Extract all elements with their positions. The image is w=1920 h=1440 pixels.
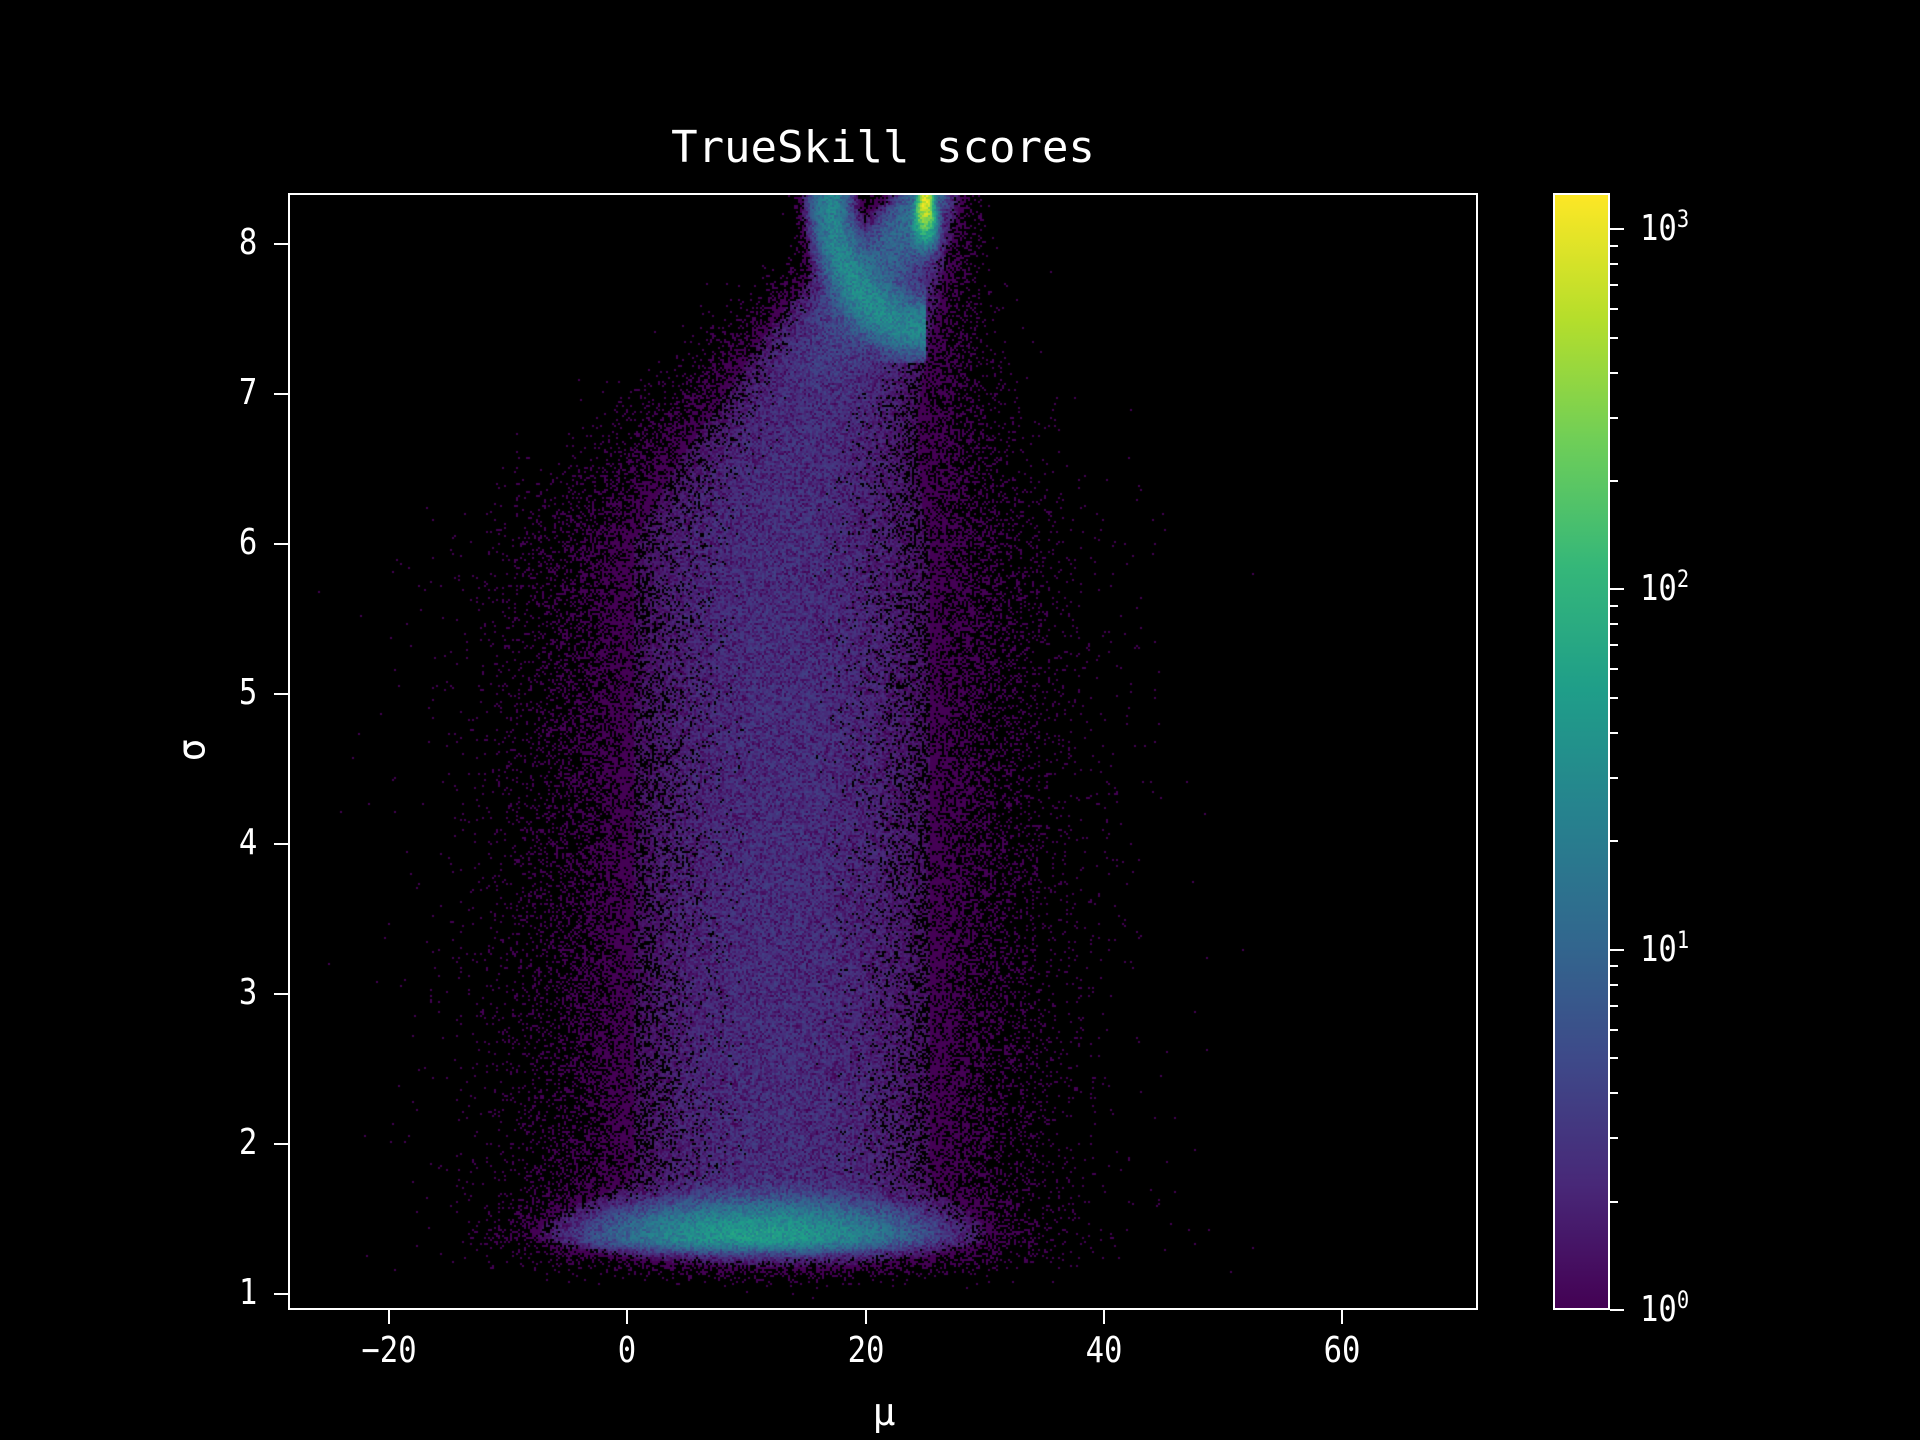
colorbar-minor-tick — [1610, 604, 1618, 607]
tick-base: 10 — [1640, 1289, 1677, 1330]
x-axis-label: μ — [872, 1390, 896, 1434]
colorbar-tick-label: 101 — [1640, 926, 1689, 970]
colorbar-tick-label: 103 — [1640, 205, 1689, 249]
x-tick-label: 20 — [847, 1330, 885, 1371]
colorbar-minor-tick — [1610, 731, 1618, 734]
y-tick — [274, 242, 288, 245]
x-tick — [626, 1310, 629, 1324]
tick-base: 10 — [1640, 568, 1677, 610]
colorbar-minor-tick — [1610, 479, 1618, 482]
x-tick — [864, 1310, 867, 1324]
tick-base: 10 — [1640, 928, 1677, 970]
y-tick — [274, 1142, 288, 1145]
y-tick — [274, 1292, 288, 1295]
colorbar-tick-label: 102 — [1640, 565, 1689, 609]
y-tick — [274, 992, 288, 995]
colorbar-minor-tick — [1610, 371, 1618, 374]
colorbar-minor-tick — [1610, 1092, 1618, 1095]
colorbar-major-tick — [1610, 1309, 1624, 1311]
colorbar-minor-tick — [1610, 416, 1618, 419]
colorbar-minor-tick — [1610, 696, 1618, 699]
x-tick — [388, 1310, 391, 1324]
y-tick-label: 2 — [238, 1121, 258, 1163]
colorbar-minor-tick — [1610, 1200, 1618, 1203]
colorbar-minor-tick — [1610, 1004, 1618, 1007]
colorbar-minor-tick — [1610, 965, 1618, 968]
tick-exponent: 1 — [1676, 925, 1690, 954]
tick-exponent: 3 — [1676, 205, 1690, 234]
x-tick-label: −20 — [361, 1330, 417, 1371]
colorbar-minor-tick — [1610, 644, 1618, 647]
colorbar-minor-tick — [1610, 776, 1618, 779]
y-tick — [274, 542, 288, 545]
colorbar-minor-tick — [1610, 1028, 1618, 1031]
colorbar — [1553, 193, 1610, 1310]
x-tick — [1341, 1310, 1344, 1324]
colorbar-minor-tick — [1610, 283, 1618, 286]
x-tick — [1102, 1310, 1105, 1324]
chart-title: TrueSkill scores — [671, 122, 1095, 173]
y-tick-label: 8 — [238, 221, 258, 263]
colorbar-minor-tick — [1610, 840, 1618, 843]
x-tick-label: 40 — [1085, 1330, 1123, 1371]
colorbar-major-tick — [1610, 588, 1624, 591]
colorbar-minor-tick — [1610, 308, 1618, 311]
y-tick — [274, 692, 288, 695]
colorbar-major-tick — [1610, 948, 1624, 951]
colorbar-tick-label: 100 — [1640, 1286, 1689, 1330]
colorbar-minor-tick — [1610, 263, 1618, 266]
colorbar-minor-tick — [1610, 668, 1618, 671]
x-tick-label: 60 — [1323, 1330, 1361, 1371]
tick-exponent: 0 — [1676, 1286, 1690, 1314]
y-tick-label: 5 — [238, 671, 258, 713]
colorbar-major-tick — [1610, 228, 1624, 231]
tick-base: 10 — [1640, 208, 1677, 250]
y-tick-label: 4 — [238, 821, 258, 863]
heatmap-canvas — [288, 193, 1478, 1310]
y-tick-label: 1 — [238, 1271, 258, 1313]
colorbar-minor-tick — [1610, 336, 1618, 339]
colorbar-minor-tick — [1610, 983, 1618, 986]
colorbar-minor-tick — [1610, 244, 1618, 247]
y-tick — [274, 842, 288, 845]
colorbar-minor-tick — [1610, 1057, 1618, 1060]
colorbar-minor-tick — [1610, 623, 1618, 626]
y-tick — [274, 392, 288, 395]
y-tick-label: 6 — [238, 521, 258, 563]
y-axis-label: σ — [169, 738, 214, 762]
tick-exponent: 2 — [1676, 565, 1690, 594]
x-tick-label: 0 — [618, 1330, 637, 1371]
plot-area — [288, 193, 1478, 1310]
colorbar-minor-tick — [1610, 1137, 1618, 1140]
y-tick-label: 7 — [238, 371, 258, 413]
y-tick-label: 3 — [238, 971, 258, 1013]
